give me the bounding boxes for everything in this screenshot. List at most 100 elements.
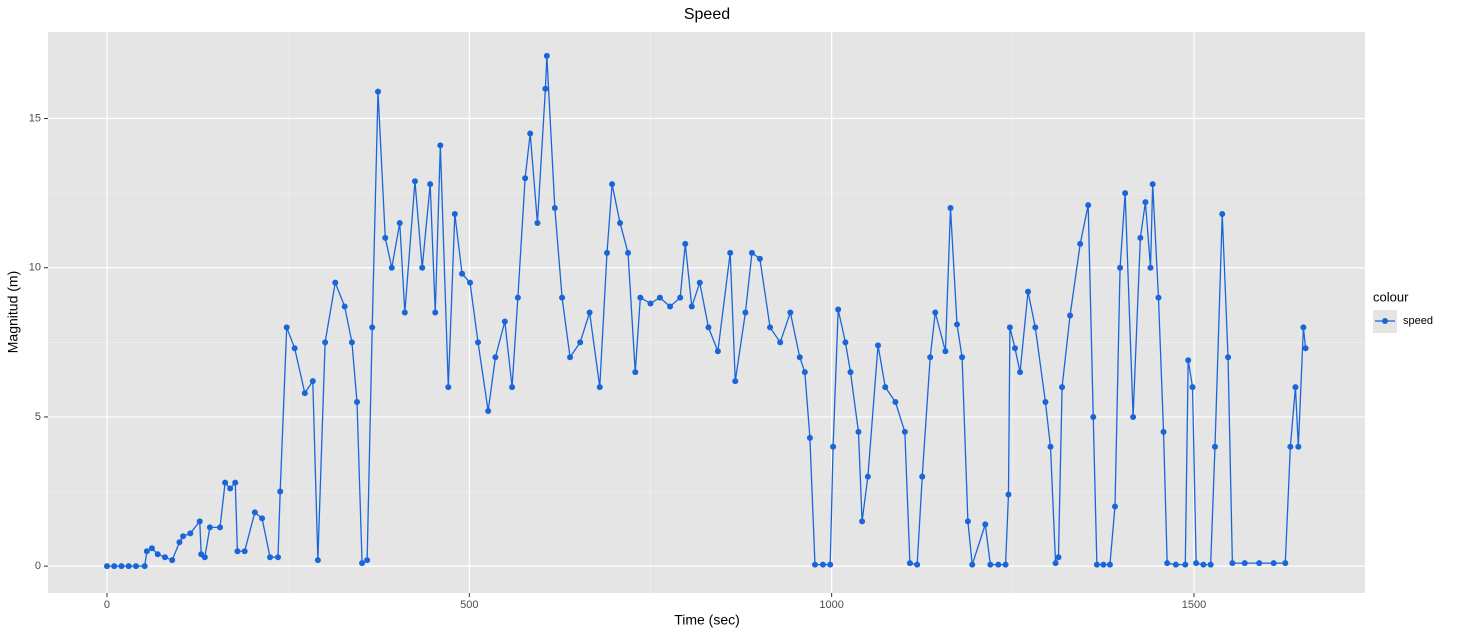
data-point	[1172, 561, 1179, 568]
data-point	[161, 554, 168, 561]
data-point	[842, 339, 849, 346]
data-point	[1182, 561, 1189, 568]
data-point	[819, 561, 826, 568]
data-point	[1300, 324, 1307, 331]
data-point	[1211, 443, 1218, 450]
data-point	[801, 369, 808, 376]
legend-label: speed	[1403, 315, 1433, 327]
legend-title: colour	[1373, 289, 1409, 304]
data-point	[919, 473, 926, 480]
data-point	[1042, 399, 1049, 406]
data-point	[714, 348, 721, 355]
data-point	[348, 339, 355, 346]
data-point	[427, 181, 434, 188]
data-point	[932, 309, 939, 316]
data-point	[914, 561, 921, 568]
data-point	[527, 130, 534, 137]
data-point	[767, 324, 774, 331]
data-point	[1282, 560, 1289, 567]
data-point	[1047, 443, 1054, 450]
y-tick-label: 15	[29, 112, 41, 124]
data-point	[696, 279, 703, 286]
data-point	[451, 211, 458, 218]
data-point	[369, 324, 376, 331]
data-point	[964, 518, 971, 525]
data-point	[509, 384, 516, 391]
data-point	[892, 399, 899, 406]
data-point	[217, 524, 224, 531]
data-point	[1193, 560, 1200, 567]
data-point	[1077, 240, 1084, 247]
data-point	[341, 303, 348, 310]
data-point	[1200, 561, 1207, 568]
data-point	[1117, 264, 1124, 271]
data-point	[1032, 324, 1039, 331]
data-point	[1270, 560, 1277, 567]
marks	[103, 52, 1309, 570]
data-point	[942, 348, 949, 355]
data-point	[267, 554, 274, 561]
data-point	[1025, 288, 1032, 295]
data-point	[982, 521, 989, 528]
data-point	[467, 279, 474, 286]
data-point	[1207, 561, 1214, 568]
data-point	[1164, 560, 1171, 567]
data-point	[1067, 312, 1074, 319]
data-point	[567, 354, 574, 361]
data-point	[732, 378, 739, 385]
data-point	[522, 175, 529, 182]
data-point	[125, 563, 132, 570]
x-axis-label: Time (sec)	[674, 612, 740, 628]
data-point	[1142, 199, 1149, 206]
data-point	[632, 369, 639, 376]
data-point	[359, 560, 366, 567]
data-point	[969, 561, 976, 568]
data-point	[1160, 428, 1167, 435]
data-point	[332, 279, 339, 286]
data-point	[1185, 357, 1192, 364]
data-point	[314, 557, 321, 564]
data-point	[727, 249, 734, 256]
data-point	[987, 561, 994, 568]
data-point	[388, 264, 395, 271]
data-point	[875, 342, 882, 349]
data-point	[1287, 443, 1294, 450]
data-point	[1219, 211, 1226, 218]
x-tick-label: 1000	[819, 599, 843, 611]
data-point	[401, 309, 408, 316]
data-point	[954, 321, 961, 328]
legend-point	[1382, 318, 1388, 324]
data-point	[855, 428, 862, 435]
data-point	[353, 399, 360, 406]
data-point	[705, 324, 712, 331]
data-point	[180, 533, 187, 540]
data-point	[222, 479, 229, 486]
data-point	[1292, 384, 1299, 391]
data-point	[259, 515, 266, 522]
data-point	[787, 309, 794, 316]
data-point	[577, 339, 584, 346]
data-point	[586, 309, 593, 316]
data-point	[375, 88, 382, 95]
data-point	[234, 548, 241, 555]
data-point	[1055, 554, 1062, 561]
data-point	[1111, 503, 1118, 510]
data-point	[1106, 561, 1113, 568]
data-point	[1225, 354, 1232, 361]
x-tick-label: 500	[460, 599, 478, 611]
data-point	[154, 551, 161, 558]
data-point	[445, 384, 452, 391]
data-point	[637, 294, 644, 301]
data-point	[201, 554, 208, 561]
data-point	[206, 524, 213, 531]
data-point	[277, 488, 284, 495]
data-point	[947, 205, 954, 212]
data-point	[118, 563, 125, 570]
data-point	[251, 509, 258, 516]
data-point	[232, 479, 239, 486]
data-point	[796, 354, 803, 361]
y-tick-label: 5	[35, 411, 41, 423]
grid	[48, 32, 1365, 593]
data-point	[501, 318, 508, 325]
data-point	[677, 294, 684, 301]
